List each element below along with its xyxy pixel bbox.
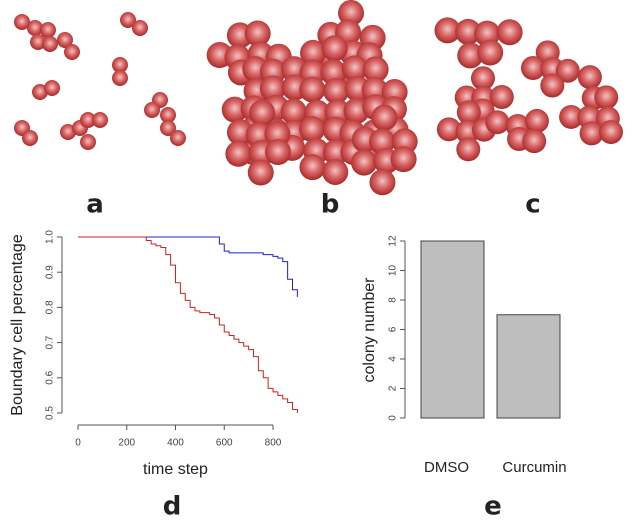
cell: [598, 120, 623, 145]
cell: [522, 129, 547, 154]
cell: [30, 34, 46, 50]
x-tick-label: 0: [75, 438, 81, 449]
panel-label: b: [321, 190, 340, 220]
cell: [321, 35, 348, 62]
cell: [42, 36, 58, 52]
cell: [434, 17, 461, 44]
y-tick-label: 12: [388, 235, 399, 247]
cell: [280, 98, 307, 125]
y-axis-label: colony number: [361, 277, 378, 383]
y-tick-label: 0.8: [45, 300, 56, 314]
bar: [420, 240, 485, 419]
cell: [369, 169, 396, 196]
cell: [225, 140, 252, 167]
cell: [221, 96, 248, 123]
cell: [22, 130, 38, 146]
cell: [371, 104, 398, 131]
cell: [338, 0, 365, 26]
cell: [264, 139, 291, 166]
cell: [44, 80, 60, 96]
cell: [64, 44, 80, 60]
cell: [455, 18, 482, 45]
cell: [92, 112, 108, 128]
cell: [524, 108, 549, 133]
cell: [540, 73, 565, 98]
cell: [259, 75, 286, 102]
x-tick-label: 800: [265, 438, 282, 449]
cell: [436, 117, 461, 142]
cell: [144, 102, 160, 118]
x-tick-label: 200: [118, 438, 135, 449]
y-tick-label: 4: [388, 356, 399, 362]
y-axis-label: Boundary cell percentage: [9, 234, 26, 416]
cell: [489, 84, 514, 109]
cell: [299, 76, 326, 103]
y-tick-label: 10: [388, 265, 399, 277]
y-tick-label: 6: [388, 326, 399, 332]
cell: [80, 112, 96, 128]
cell: [470, 66, 495, 91]
y-tick-label: 0.6: [45, 370, 56, 384]
cell: [300, 39, 327, 66]
cell: [170, 130, 186, 146]
cell: [249, 99, 276, 126]
panel-label: a: [86, 190, 104, 220]
cell: [390, 146, 417, 173]
cell: [577, 65, 602, 90]
cell: [120, 12, 136, 28]
x-tick-label: Curcumin: [502, 459, 566, 476]
cell: [322, 158, 349, 185]
cell: [555, 58, 580, 83]
cell: [520, 55, 545, 80]
cell: [477, 39, 504, 66]
y-tick-label: 0.9: [45, 265, 56, 279]
cell: [57, 32, 73, 48]
cell: [323, 77, 350, 104]
cell: [160, 107, 176, 123]
cell: [112, 70, 128, 86]
y-tick-label: 0.5: [45, 406, 56, 420]
cell: [362, 56, 389, 83]
line-series: [78, 236, 298, 297]
x-tick-label: 400: [167, 438, 184, 449]
cell-images: [14, 0, 623, 196]
cell: [559, 104, 584, 129]
bar: [496, 314, 561, 419]
y-tick-label: 0: [388, 415, 399, 421]
cell: [80, 134, 96, 150]
cell: [247, 159, 274, 186]
x-tick-label: 600: [216, 438, 233, 449]
cell: [341, 55, 368, 82]
cell: [594, 85, 619, 110]
cell: [160, 120, 176, 136]
cell: [132, 20, 148, 36]
cell: [14, 14, 30, 30]
panel-label: e: [484, 492, 502, 522]
line-series: [78, 236, 298, 413]
cell: [456, 100, 481, 125]
panel-label: c: [525, 190, 540, 220]
cell: [299, 154, 326, 181]
y-tick-label: 8: [388, 297, 399, 303]
y-tick-label: 2: [388, 385, 399, 391]
y-tick-label: 1.0: [45, 230, 56, 244]
cell: [27, 20, 43, 36]
cell: [244, 20, 271, 47]
cell: [579, 121, 604, 146]
cell: [485, 110, 510, 135]
cell: [351, 149, 378, 176]
cell: [496, 19, 523, 46]
cell: [299, 116, 326, 143]
cell: [456, 137, 481, 162]
panel-label: d: [163, 492, 182, 522]
x-tick-label: DMSO: [424, 459, 469, 476]
cell: [112, 57, 128, 73]
cell: [40, 22, 56, 38]
y-tick-label: 0.7: [45, 335, 56, 349]
cell: [457, 42, 484, 69]
x-axis-label: time step: [143, 461, 208, 478]
